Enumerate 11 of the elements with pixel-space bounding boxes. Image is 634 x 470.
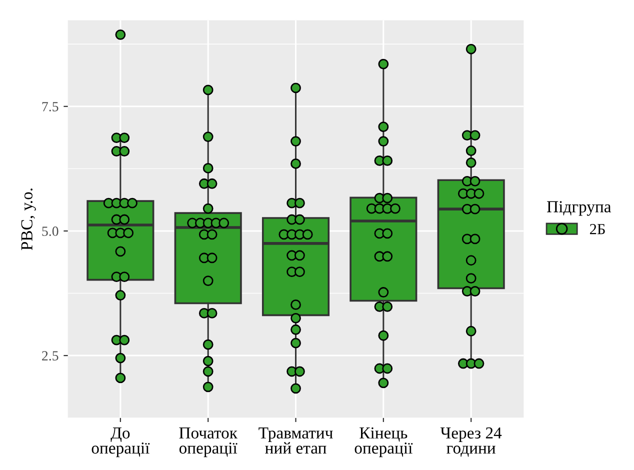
y-axis-title: PBC, у.о. — [21, 188, 36, 250]
y-tick-label: 2.5 — [42, 351, 58, 361]
legend-label: 2Б — [590, 224, 605, 234]
y-tick-label: 5.0 — [42, 226, 58, 236]
x-tick-label: Кінець операції — [354, 427, 413, 458]
x-tick-label: Травматич ний етап — [258, 428, 333, 454]
x-tick-label: До операції — [92, 428, 150, 458]
x-tick-label: Через 24 години — [440, 427, 502, 457]
y-tick-label: 7.5 — [42, 102, 58, 112]
x-tick-label: Початок операції — [179, 428, 238, 458]
legend-title: Підгрупа — [547, 201, 612, 216]
